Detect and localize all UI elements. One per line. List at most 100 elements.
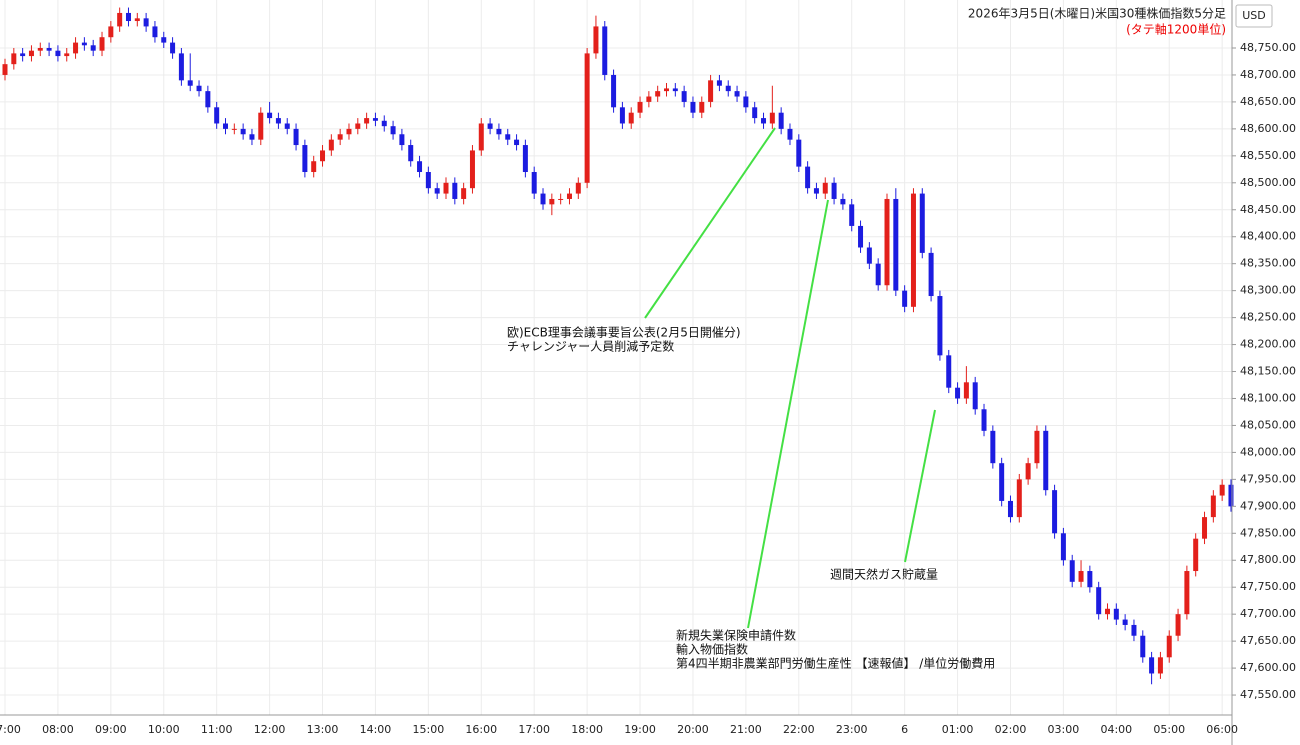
x-tick-label: 10:00 [148,723,180,736]
candle-body [681,91,687,102]
candle-body [963,382,969,399]
candle-body [1228,484,1234,507]
annotation-text: 輸入物価指数 [676,642,748,657]
candle-body [187,80,193,86]
x-tick-label: 05:00 [1153,723,1185,736]
candle-body [699,101,705,113]
candle-body [399,134,405,146]
y-tick-label: 47,750.00 [1240,580,1296,593]
candle-body [893,198,899,291]
candle-body [558,198,564,200]
y-tick-label: 48,050.00 [1240,418,1296,431]
x-tick-label: 20:00 [677,723,709,736]
y-tick-label: 47,950.00 [1240,472,1296,485]
candle-body [664,88,669,92]
y-tick-label: 47,700.00 [1240,607,1296,620]
candle-body [805,166,811,189]
candle-body [725,85,731,92]
x-tick-label: 07:00 [0,723,21,736]
y-tick-label: 48,100.00 [1240,391,1296,404]
candle-body [708,80,714,102]
x-tick-label: 17:00 [518,723,550,736]
y-tick-label: 48,350.00 [1240,257,1296,270]
candle-body [11,53,17,65]
candle-body [575,182,581,194]
x-tick-label: 19:00 [624,723,656,736]
x-tick-label: 14:00 [360,723,392,736]
candle-body [1202,517,1208,539]
candle-body [125,12,131,22]
candle-body [205,91,211,108]
candle-body [778,112,784,129]
candle-body [1219,484,1225,496]
candle-body [1087,571,1093,588]
candle-body [284,123,290,129]
x-tick-label: 11:00 [201,723,233,736]
candle-body [461,188,467,199]
annotation-leader [904,409,936,563]
candle-body [866,247,872,264]
x-tick-label: 02:00 [995,723,1027,736]
candle-body [884,198,890,286]
candle-body [346,128,352,135]
candle-body [743,96,749,108]
y-tick-label: 48,150.00 [1240,365,1296,378]
y-tick-label: 47,900.00 [1240,499,1296,512]
candle-body [117,12,123,27]
candle-body [73,42,79,54]
y-tick-label: 47,850.00 [1240,526,1296,539]
candle-body [1007,500,1013,518]
candle-body [752,107,758,119]
candle-body [1157,657,1163,674]
candle-body [134,18,140,22]
candle-body [840,198,846,205]
candle-body [1016,479,1022,518]
candle-body [584,53,590,183]
candle-body [1060,533,1066,561]
candle-body [20,53,26,57]
y-tick-label: 48,550.00 [1240,149,1296,162]
x-tick-label: 22:00 [783,723,815,736]
x-tick-label: 09:00 [95,723,127,736]
candle-body [1069,560,1075,582]
candle-body [813,188,819,194]
x-tick-label: 18:00 [571,723,603,736]
x-tick-label: 23:00 [836,723,868,736]
candle-body [1193,538,1199,572]
candle-body [37,47,43,51]
annotation-leader [747,199,829,629]
candle-body [178,53,184,81]
candle-body [469,150,475,189]
candle-body [161,37,167,43]
candle-body [372,118,378,121]
candle-body [858,225,864,248]
candle-body [1052,490,1058,534]
candle-body [496,128,502,135]
candle-body [99,37,105,51]
candle-body [55,50,61,57]
y-tick-label: 48,500.00 [1240,176,1296,189]
candle-body [443,182,449,194]
y-tick-label: 48,400.00 [1240,230,1296,243]
candle-body [293,128,299,146]
candle-body [1113,608,1119,620]
x-tick-label: 04:00 [1100,723,1132,736]
candle-body [946,355,952,388]
currency-box[interactable] [1235,4,1273,28]
candle-body [902,290,908,307]
candle-body [311,161,317,173]
candle-body [267,112,273,119]
candle-body [602,26,608,75]
candle-body [337,134,343,140]
candle-body [275,118,281,124]
candle-body [919,193,925,253]
candle-body [223,123,228,129]
candle-body [152,26,158,38]
grid [0,0,1232,715]
candle-body [249,134,255,140]
candle-body [514,139,520,146]
candle-body [566,193,572,199]
candle-body [549,198,555,205]
